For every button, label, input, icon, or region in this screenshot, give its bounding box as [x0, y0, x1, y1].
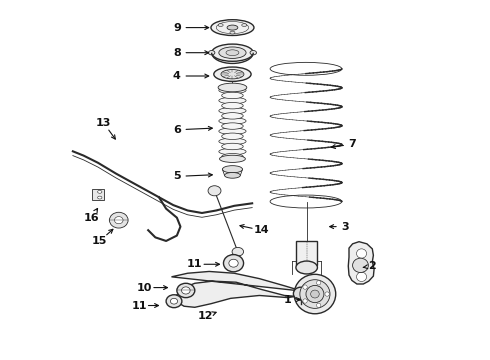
Ellipse shape	[109, 212, 128, 228]
Ellipse shape	[219, 47, 246, 58]
Ellipse shape	[221, 133, 243, 140]
Ellipse shape	[226, 50, 239, 55]
Text: 3: 3	[342, 222, 349, 231]
Ellipse shape	[220, 155, 245, 162]
Ellipse shape	[221, 113, 243, 119]
Ellipse shape	[317, 281, 321, 285]
Ellipse shape	[250, 50, 256, 55]
Ellipse shape	[219, 87, 246, 94]
Ellipse shape	[218, 83, 247, 92]
Text: 15: 15	[92, 236, 107, 246]
Ellipse shape	[311, 290, 319, 298]
Ellipse shape	[214, 67, 251, 81]
Ellipse shape	[212, 44, 253, 61]
Text: 13: 13	[96, 118, 111, 128]
Ellipse shape	[181, 287, 190, 294]
Ellipse shape	[294, 274, 336, 314]
Text: 14: 14	[253, 225, 269, 235]
Text: 10: 10	[137, 283, 152, 293]
Text: 6: 6	[173, 125, 181, 135]
Ellipse shape	[357, 249, 367, 258]
Ellipse shape	[222, 166, 243, 173]
Ellipse shape	[115, 217, 123, 224]
Ellipse shape	[221, 92, 243, 99]
Ellipse shape	[208, 186, 221, 196]
Text: 11: 11	[131, 301, 147, 311]
Text: 8: 8	[173, 48, 181, 58]
Ellipse shape	[211, 20, 254, 36]
Ellipse shape	[224, 172, 240, 178]
Ellipse shape	[166, 295, 182, 308]
Polygon shape	[92, 189, 104, 201]
Ellipse shape	[300, 280, 330, 309]
Ellipse shape	[294, 287, 308, 300]
Ellipse shape	[221, 69, 244, 79]
Ellipse shape	[357, 272, 367, 282]
Ellipse shape	[219, 138, 246, 145]
Text: 2: 2	[368, 261, 376, 271]
Ellipse shape	[303, 285, 307, 289]
Ellipse shape	[230, 31, 235, 34]
Text: 7: 7	[349, 139, 356, 149]
Ellipse shape	[221, 143, 243, 150]
Ellipse shape	[227, 25, 238, 30]
Text: 11: 11	[187, 259, 202, 269]
Ellipse shape	[98, 196, 102, 199]
Ellipse shape	[353, 258, 368, 273]
Ellipse shape	[219, 97, 246, 104]
Ellipse shape	[242, 24, 247, 27]
Text: 4: 4	[173, 71, 181, 81]
Text: 1: 1	[284, 295, 292, 305]
Ellipse shape	[221, 103, 243, 109]
Text: 9: 9	[173, 23, 181, 33]
Ellipse shape	[232, 247, 244, 256]
Ellipse shape	[177, 283, 195, 298]
Polygon shape	[348, 242, 374, 284]
Ellipse shape	[98, 190, 102, 193]
Text: 12: 12	[198, 311, 213, 321]
Ellipse shape	[208, 50, 215, 55]
Text: 5: 5	[173, 171, 181, 181]
Ellipse shape	[221, 153, 243, 160]
Ellipse shape	[218, 24, 223, 27]
Ellipse shape	[303, 299, 307, 303]
Ellipse shape	[171, 298, 177, 304]
Ellipse shape	[296, 261, 318, 274]
Ellipse shape	[317, 303, 321, 307]
Ellipse shape	[221, 123, 243, 129]
Polygon shape	[172, 271, 302, 307]
Text: 16: 16	[84, 213, 99, 222]
Ellipse shape	[325, 292, 329, 296]
Ellipse shape	[219, 148, 246, 155]
Ellipse shape	[219, 118, 246, 124]
Ellipse shape	[219, 108, 246, 114]
Ellipse shape	[306, 285, 324, 303]
Ellipse shape	[223, 255, 244, 272]
Bar	[296, 241, 318, 265]
Ellipse shape	[229, 259, 238, 267]
Ellipse shape	[219, 128, 246, 134]
